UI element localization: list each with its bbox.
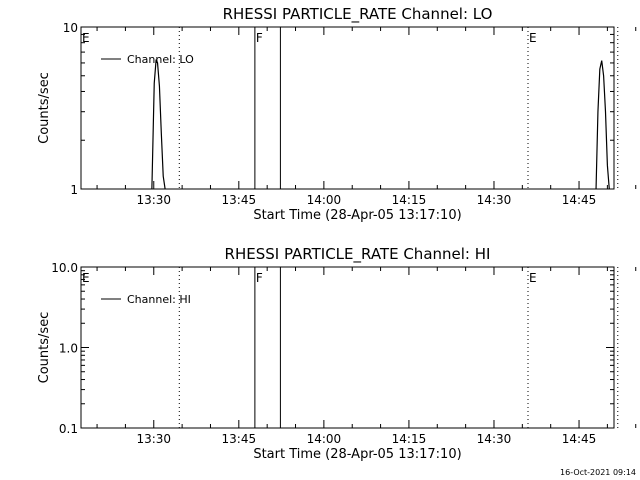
event-marker-label: F xyxy=(256,31,263,45)
plot-frame xyxy=(80,26,615,190)
event-marker-label: E xyxy=(82,271,90,285)
x-tick-label: 14:15 xyxy=(392,432,427,446)
y-axis-label: Counts/sec xyxy=(37,72,52,144)
x-tick-label: 14:30 xyxy=(477,432,512,446)
y-tick-label: 1 xyxy=(70,183,78,197)
x-tick-label: 13:45 xyxy=(222,432,257,446)
event-marker-label: E xyxy=(82,31,90,45)
event-marker-label: E xyxy=(529,31,537,45)
y-tick-label: 10 xyxy=(63,21,78,35)
x-tick-label: 13:30 xyxy=(136,432,171,446)
chart-title: RHESSI PARTICLE_RATE Channel: HI xyxy=(225,245,491,264)
x-tick-label: 14:45 xyxy=(562,432,597,446)
x-tick-label: 14:45 xyxy=(562,193,597,207)
y-axis-label: Counts/sec xyxy=(37,312,52,384)
chart-panel-0: RHESSI PARTICLE_RATE Channel: LO 13:30 13:… xyxy=(37,5,637,223)
legend-label: Channel: HI xyxy=(127,293,191,306)
x-tick-label: 14:00 xyxy=(307,193,342,207)
x-axis-label: Start Time (28-Apr-05 13:17:10) xyxy=(253,208,461,223)
x-axis-label: Start Time (28-Apr-05 13:17:10) xyxy=(253,447,461,462)
y-tick-label: 10.0 xyxy=(51,261,78,275)
x-tick-label: 14:00 xyxy=(307,432,342,446)
chart-panel-1: RHESSI PARTICLE_RATE Channel: HI 13:30 13:… xyxy=(37,245,637,462)
x-tick-label: 13:30 xyxy=(136,193,171,207)
x-tick-label: 14:30 xyxy=(477,193,512,207)
footer-timestamp: 16-Oct-2021 09:14 xyxy=(560,468,636,477)
event-marker-label: E xyxy=(529,271,537,285)
y-tick-label: 0.1 xyxy=(59,422,78,436)
x-tick-label: 13:45 xyxy=(222,193,257,207)
chart-title: RHESSI PARTICLE_RATE Channel: LO xyxy=(223,5,493,24)
series-line xyxy=(595,60,610,190)
y-tick-label: 1.0 xyxy=(59,342,78,356)
event-marker-label: F xyxy=(256,271,263,285)
plot-frame xyxy=(80,266,615,429)
series-line xyxy=(151,59,166,190)
legend-label: Channel: LO xyxy=(127,53,194,66)
x-tick-label: 14:15 xyxy=(392,193,427,207)
